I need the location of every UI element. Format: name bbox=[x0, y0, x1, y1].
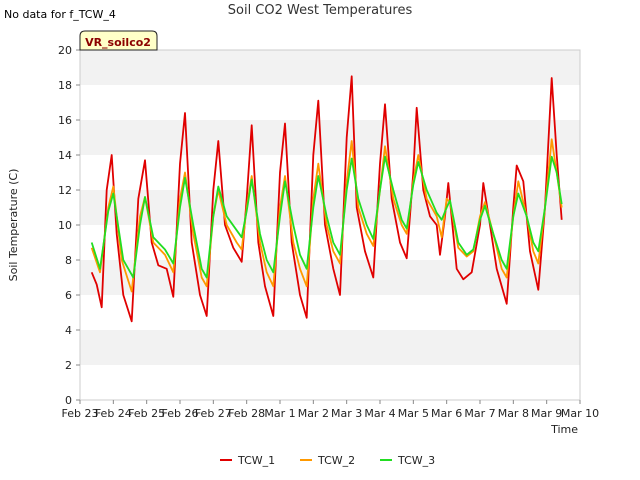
x-tick-label: Mar 5 bbox=[398, 407, 429, 420]
y-tick-label: 18 bbox=[58, 79, 72, 92]
grid-band bbox=[80, 295, 580, 330]
legend-badge: VR_soilco2 bbox=[79, 30, 158, 51]
badge-label: VR_soilco2 bbox=[85, 36, 151, 49]
y-axis-label: Soil Temperature (C) bbox=[7, 169, 20, 282]
no-data-note: No data for f_TCW_4 bbox=[4, 8, 116, 21]
x-tick-label: Mar 8 bbox=[498, 407, 529, 420]
y-tick-label: 0 bbox=[65, 394, 72, 407]
grid-band bbox=[80, 155, 580, 190]
legend-label: TCW_1 bbox=[237, 454, 275, 467]
y-tick-label: 8 bbox=[65, 254, 72, 267]
x-tick-label: Mar 9 bbox=[531, 407, 562, 420]
x-tick-label: Mar 6 bbox=[431, 407, 462, 420]
y-tick-label: 12 bbox=[58, 184, 72, 197]
y-tick-label: 4 bbox=[65, 324, 72, 337]
x-tick-label: Mar 4 bbox=[364, 407, 395, 420]
grid-band bbox=[80, 190, 580, 225]
x-tick-label: Mar 7 bbox=[464, 407, 495, 420]
legend-label: TCW_3 bbox=[397, 454, 435, 467]
x-tick-label: Feb 28 bbox=[228, 407, 265, 420]
grid-band bbox=[80, 50, 580, 85]
y-tick-label: 16 bbox=[58, 114, 72, 127]
x-tick-label: Mar 2 bbox=[298, 407, 329, 420]
y-tick-label: 6 bbox=[65, 289, 72, 302]
series-line-tcw-3 bbox=[90, 155, 563, 279]
grid-bands bbox=[80, 50, 580, 400]
x-tick-label: Feb 26 bbox=[162, 407, 199, 420]
x-tick-label: Mar 10 bbox=[561, 407, 599, 420]
y-tick-label: 20 bbox=[58, 44, 72, 57]
x-tick-label: Feb 24 bbox=[95, 407, 132, 420]
y-tick-label: 14 bbox=[58, 149, 72, 162]
series-line-tcw-1 bbox=[90, 75, 563, 323]
chart-title: Soil CO2 West Temperatures bbox=[227, 3, 413, 18]
x-tick-label: Feb 27 bbox=[195, 407, 232, 420]
x-axis-label: Time bbox=[550, 423, 578, 436]
y-tick-label: 10 bbox=[58, 219, 72, 232]
legend: TCW_1 TCW_2 TCW_3 bbox=[220, 454, 435, 467]
y-axis: 0 2 4 6 8 10 12 14 16 18 20 bbox=[58, 44, 80, 407]
x-tick-label: Feb 25 bbox=[128, 407, 165, 420]
grid-band bbox=[80, 85, 580, 120]
y-tick-label: 2 bbox=[65, 359, 72, 372]
grid-band bbox=[80, 365, 580, 400]
series-layer bbox=[90, 75, 563, 323]
legend-label: TCW_2 bbox=[317, 454, 355, 467]
grid-band bbox=[80, 330, 580, 365]
x-tick-label: Mar 1 bbox=[264, 407, 295, 420]
x-tick-label: Feb 23 bbox=[62, 407, 99, 420]
grid-band bbox=[80, 120, 580, 155]
x-tick-label: Mar 3 bbox=[331, 407, 362, 420]
